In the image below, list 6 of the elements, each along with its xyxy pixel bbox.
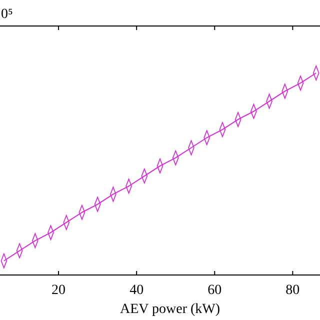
x-axis-title: AEV power (kW) xyxy=(120,302,220,317)
x-tick-label: 80 xyxy=(286,283,300,298)
text: 0⁵ xyxy=(1,7,13,22)
x-tick-label: 20 xyxy=(52,283,66,298)
x-tick-label: 40 xyxy=(130,283,144,298)
x-tick-label: 60 xyxy=(208,283,222,298)
